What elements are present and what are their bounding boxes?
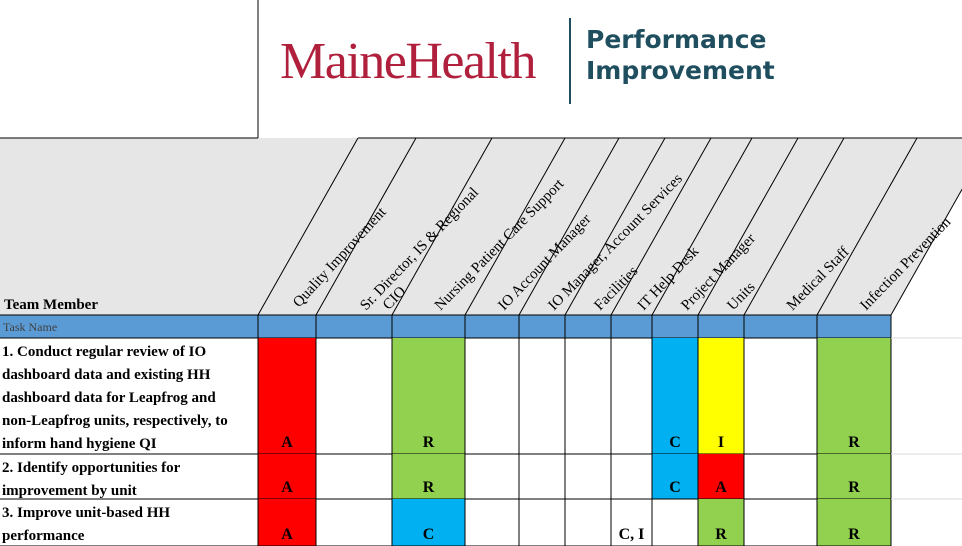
raci-cell-fill [392, 454, 465, 499]
raci-cell-fill [817, 338, 891, 454]
task-name-label: Task Name [3, 320, 57, 334]
raci-cell-fill [258, 499, 316, 546]
raci-cell-fill [258, 338, 316, 454]
raci-cell-fill [258, 454, 316, 499]
raci-cell-fill [652, 338, 698, 454]
raci-code: C [423, 526, 435, 543]
diagonal-line [610, 137, 712, 316]
task-name-band [0, 315, 891, 338]
program-line2: Improvement [586, 56, 775, 85]
raci-cell-fill [698, 338, 744, 454]
program-line1: Performance [586, 25, 767, 54]
diagonal-line [816, 137, 918, 316]
task-text-line: performance [2, 528, 85, 544]
raci-code: C, I [619, 526, 645, 543]
raci-code: R [848, 479, 860, 496]
task-text-line: 2. Identify opportunities for [2, 460, 181, 476]
diagonal-line [651, 137, 753, 316]
task-text-line: 3. Improve unit-based HH [2, 505, 170, 521]
task-text-line: dashboard data for Leapfrog and [2, 390, 216, 406]
raci-cell-fill [817, 454, 891, 499]
team-member-header: Team Member [4, 297, 98, 313]
task-text-line: improvement by unit [2, 483, 137, 499]
raci-cell-fill [698, 454, 744, 499]
header-right-blank [891, 138, 962, 315]
raci-cell-fill [392, 338, 465, 454]
raci-code: A [281, 526, 293, 543]
raci-cell-fill [817, 499, 891, 546]
diagonal-line [743, 137, 845, 316]
diagonal-line [257, 137, 359, 316]
diagonal-line [564, 137, 666, 316]
diagonal-line [697, 137, 799, 316]
raci-code: R [423, 434, 435, 451]
raci-code: I [718, 434, 724, 451]
raci-code: R [715, 526, 727, 543]
raci-code: R [423, 479, 435, 496]
raci-code: A [281, 434, 293, 451]
task-text-line: inform hand hygiene QI [2, 436, 157, 452]
diagonal-line [518, 137, 620, 316]
raci-cell-fill [392, 499, 465, 546]
team-member-header-cell [0, 138, 258, 315]
task-text-line: dashboard data and existing HH [2, 367, 211, 383]
raci-code: C [669, 434, 681, 451]
performance-improvement-title: Performance Improvement [586, 24, 775, 86]
raci-code: A [281, 479, 293, 496]
raci-cell-fill [698, 499, 744, 546]
logo-divider [569, 18, 571, 104]
diagonal-line [464, 137, 566, 316]
mainehealth-logo: MaineHealth [280, 33, 536, 90]
diagonal-line [315, 137, 417, 316]
raci-code: A [715, 479, 727, 496]
task-text-line: 1. Conduct regular review of IO [2, 344, 206, 360]
diagonal-line [890, 188, 962, 316]
raci-code: R [848, 526, 860, 543]
raci-code: C [669, 479, 681, 496]
task-text-line: non-Leapfrog units, respectively, to [2, 413, 228, 429]
raci-cell-fill [652, 454, 698, 499]
raci-code: R [848, 434, 860, 451]
diagonal-line [391, 137, 493, 316]
